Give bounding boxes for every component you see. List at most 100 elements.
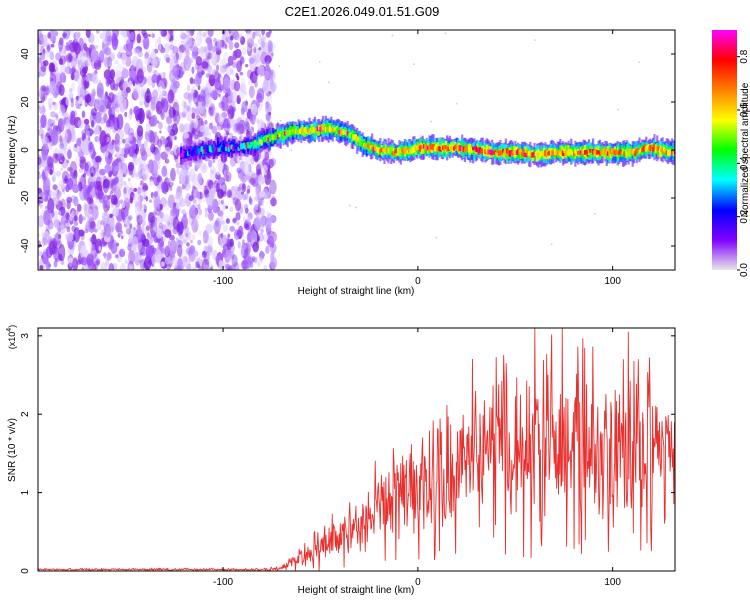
noise-blob [232, 30, 240, 41]
noise-blob [197, 239, 202, 246]
noise-blob [77, 103, 81, 110]
noise-blob [157, 138, 163, 148]
noise-blob [186, 263, 192, 270]
noise-blob [69, 215, 73, 222]
noise-blob [39, 202, 43, 209]
noise-blob [220, 101, 226, 112]
noise-blob [141, 224, 145, 232]
noise-blob [106, 225, 112, 240]
track-cell [345, 130, 348, 136]
noise-blob [173, 116, 177, 122]
noise-blob [222, 234, 227, 245]
noise-blob [45, 49, 51, 59]
track-cell [548, 150, 551, 156]
track-cell [462, 146, 465, 152]
noise-blob [204, 127, 210, 137]
noise-blob [218, 113, 224, 126]
noise-blob [113, 83, 119, 91]
noise-blob [124, 216, 130, 230]
noise-blob [166, 115, 173, 125]
noise-blob [42, 168, 48, 181]
track-cell [217, 141, 220, 153]
track-cell [322, 125, 325, 130]
noise-blob [123, 44, 129, 51]
noise-blob [258, 191, 265, 198]
noise-blob [42, 104, 45, 109]
noise-blob [205, 223, 213, 234]
noise-blob [146, 75, 153, 86]
noise-blob [243, 217, 246, 223]
track-cell [457, 147, 460, 151]
noise-blob [47, 135, 52, 144]
track-cell [631, 148, 634, 155]
track-cell [357, 137, 360, 141]
noise-blob [211, 125, 218, 134]
track-cell [368, 144, 371, 149]
track-cell [322, 125, 325, 135]
noise-blob [104, 163, 112, 174]
noise-blob [264, 36, 267, 41]
noise-blob [85, 56, 92, 68]
track-cell [257, 140, 261, 145]
noise-blob [136, 48, 140, 55]
track-cell [420, 145, 423, 150]
track-cell [285, 130, 288, 135]
noise-blob [55, 115, 59, 121]
noise-blob [222, 250, 230, 258]
noise-blob [95, 176, 103, 187]
track-cell [251, 142, 254, 150]
noise-blob [38, 192, 46, 202]
track-cell [245, 143, 248, 149]
noise-blob [170, 170, 176, 180]
track-cell [281, 132, 284, 139]
noise-blob [242, 194, 247, 201]
track-cell [395, 149, 398, 153]
track-cell [652, 147, 655, 152]
noise-blob [76, 203, 82, 212]
track-cell [242, 142, 246, 149]
noise-blob [131, 90, 139, 101]
noise-blob [68, 30, 74, 36]
noise-blob [40, 114, 47, 129]
track-cell [556, 150, 559, 156]
track-cell [305, 129, 308, 134]
track-cell [493, 150, 497, 155]
track-cell [440, 145, 443, 150]
noise-blob [138, 101, 144, 107]
track-cell [447, 146, 450, 151]
noise-blob [94, 136, 100, 142]
track-cell [232, 146, 235, 152]
noise-blob [183, 42, 190, 54]
noise-blob [98, 82, 101, 89]
noise-blob [247, 79, 253, 86]
noise-blob [124, 147, 131, 155]
noise-blob [151, 49, 156, 56]
noise-blob [151, 74, 158, 84]
snr-x-tick-label: 100 [604, 577, 621, 588]
track-cell [330, 127, 333, 132]
noise-blob [58, 37, 64, 46]
track-cell [657, 146, 660, 151]
track-cell [518, 149, 521, 154]
track-cell [307, 128, 310, 133]
track-cell [432, 143, 435, 151]
colorbar-label: Normalized spectral amplitude [740, 82, 750, 217]
track-cell [488, 149, 491, 154]
noise-blob [260, 40, 266, 49]
noise-blob [226, 66, 232, 77]
noise-blob [73, 209, 79, 216]
noise-blob [102, 231, 106, 238]
track-cell [626, 152, 629, 156]
noise-blob [121, 235, 124, 240]
noise-blob [191, 112, 196, 120]
noise-blob [172, 182, 175, 186]
noise-speck [327, 81, 330, 84]
noise-blob [58, 46, 62, 53]
track-cell [452, 146, 456, 151]
noise-blob [121, 68, 129, 79]
noise-blob [244, 253, 252, 269]
noise-speck [348, 204, 351, 207]
noise-blob [233, 262, 240, 270]
noise-blob [177, 186, 183, 196]
